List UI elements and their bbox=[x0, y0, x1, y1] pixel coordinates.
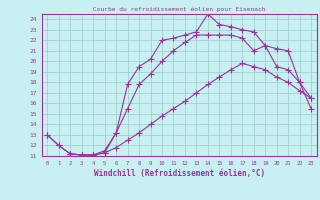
X-axis label: Windchill (Refroidissement éolien,°C): Windchill (Refroidissement éolien,°C) bbox=[94, 169, 265, 178]
Title: Courbe du refroidissement éolien pour Eisenach: Courbe du refroidissement éolien pour Ei… bbox=[93, 7, 266, 12]
